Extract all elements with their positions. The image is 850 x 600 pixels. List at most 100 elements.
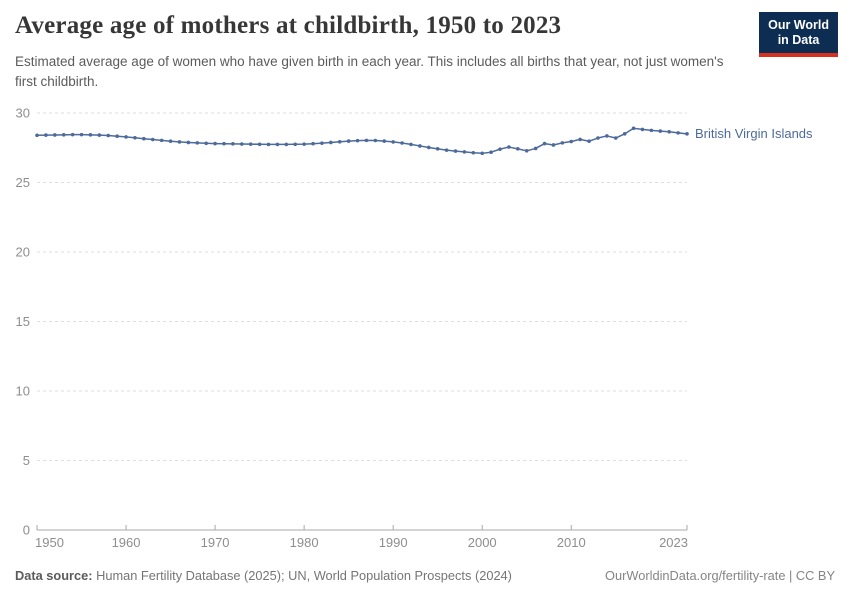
data-point [364, 138, 369, 143]
data-point [159, 138, 164, 143]
data-point [649, 128, 654, 133]
data-point [195, 141, 200, 145]
data-point [79, 132, 84, 137]
data-point [266, 142, 271, 147]
data-point [320, 141, 324, 145]
data-point [124, 135, 128, 139]
data-point [498, 147, 502, 151]
data-point [622, 132, 627, 136]
data-point [569, 139, 574, 144]
y-axis-tick-label: 25 [16, 175, 30, 190]
data-point [605, 134, 609, 138]
data-source-value: Human Fertility Database (2025); UN, Wor… [92, 568, 512, 583]
data-point [337, 139, 342, 144]
chart-subtitle: Estimated average age of women who have … [15, 54, 724, 89]
data-point [248, 142, 253, 146]
data-point [444, 148, 449, 152]
data-point [35, 133, 39, 138]
data-point [373, 138, 378, 143]
data-point [142, 136, 146, 141]
data-point [213, 141, 217, 146]
data-point [293, 142, 298, 147]
footer-license-url[interactable]: OurWorldinData.org/fertility-rate | CC B… [605, 568, 835, 583]
x-axis-tick-label: 2023 [659, 535, 688, 550]
data-point [418, 144, 422, 148]
page-title: Average age of mothers at childbirth, 19… [15, 12, 562, 39]
series-label-british-virgin-islands: British Virgin Islands [695, 125, 813, 141]
data-point [391, 140, 395, 144]
data-point [426, 145, 431, 150]
data-point [204, 141, 208, 146]
data-point [186, 140, 191, 145]
chart-canvas: 0 5 10 15 20 25 30 1950 1960 1970 1980 1990 2000 2010… [16, 106, 689, 550]
x-axis-tick-label: 1960 [112, 535, 141, 550]
data-point [462, 150, 467, 154]
data-point [409, 142, 413, 147]
y-axis-tick-label: 30 [16, 106, 30, 121]
data-source-label: Data source: [15, 568, 93, 583]
data-point [133, 135, 137, 140]
data-point [88, 133, 93, 137]
data-point [382, 139, 387, 143]
data-point [150, 137, 155, 142]
data-point [70, 132, 75, 137]
x-axis-tick-label: 1970 [201, 535, 230, 550]
x-axis-tick-label: 1980 [290, 535, 319, 550]
data-point [658, 129, 663, 133]
data-point [480, 151, 485, 156]
owid-logo[interactable]: Our World in Data [759, 12, 838, 57]
owid-logo-line2: in Data [777, 33, 820, 47]
data-point [640, 127, 645, 132]
data-point [453, 149, 458, 153]
data-point [311, 141, 315, 146]
chart-footer: Data source: Human Fertility Database (2… [15, 568, 835, 583]
data-point [524, 149, 529, 153]
data-point [578, 137, 582, 142]
data-point [516, 147, 520, 151]
data-point [346, 139, 351, 143]
owid-logo-line1: Our World [768, 18, 829, 32]
data-point [106, 133, 111, 138]
data-point [177, 140, 182, 144]
data-point [222, 141, 226, 146]
data-point [61, 133, 66, 137]
data-point [44, 133, 48, 137]
x-axis-tick-label: 1950 [35, 535, 64, 550]
data-point [676, 131, 680, 135]
data-point [329, 140, 333, 145]
data-point [115, 134, 119, 139]
data-point [302, 142, 306, 146]
data-point [596, 136, 600, 140]
data-point [168, 139, 173, 144]
data-point [631, 126, 636, 131]
y-axis-tick-label: 10 [16, 384, 30, 399]
data-point [275, 142, 280, 147]
data-point [667, 129, 671, 134]
data-point [489, 150, 493, 154]
line-chart: 0 5 10 15 20 25 30 1950 1960 1970 1980 1990 2000 2010… [0, 96, 850, 566]
data-point [239, 142, 244, 146]
data-point [551, 143, 556, 147]
data-point [613, 136, 618, 140]
data-point [533, 146, 538, 151]
data-point [355, 138, 360, 143]
data-point [231, 142, 235, 146]
data-point [257, 142, 262, 147]
data-point [685, 132, 689, 136]
data-point [587, 139, 591, 144]
data-source-note: Data source: Human Fertility Database (2… [15, 568, 512, 583]
y-axis-tick-label: 20 [16, 245, 30, 260]
y-axis-tick-label: 0 [23, 523, 30, 538]
data-point [284, 142, 289, 147]
x-axis-tick-label: 1990 [379, 535, 408, 550]
data-point [471, 150, 476, 155]
y-axis-tick-label: 5 [23, 453, 30, 468]
data-point [507, 145, 511, 149]
data-point [435, 147, 440, 151]
data-point [53, 133, 57, 137]
data-point [400, 141, 404, 145]
data-point [560, 141, 565, 145]
data-point [97, 133, 102, 137]
x-axis-tick-label: 2000 [468, 535, 497, 550]
